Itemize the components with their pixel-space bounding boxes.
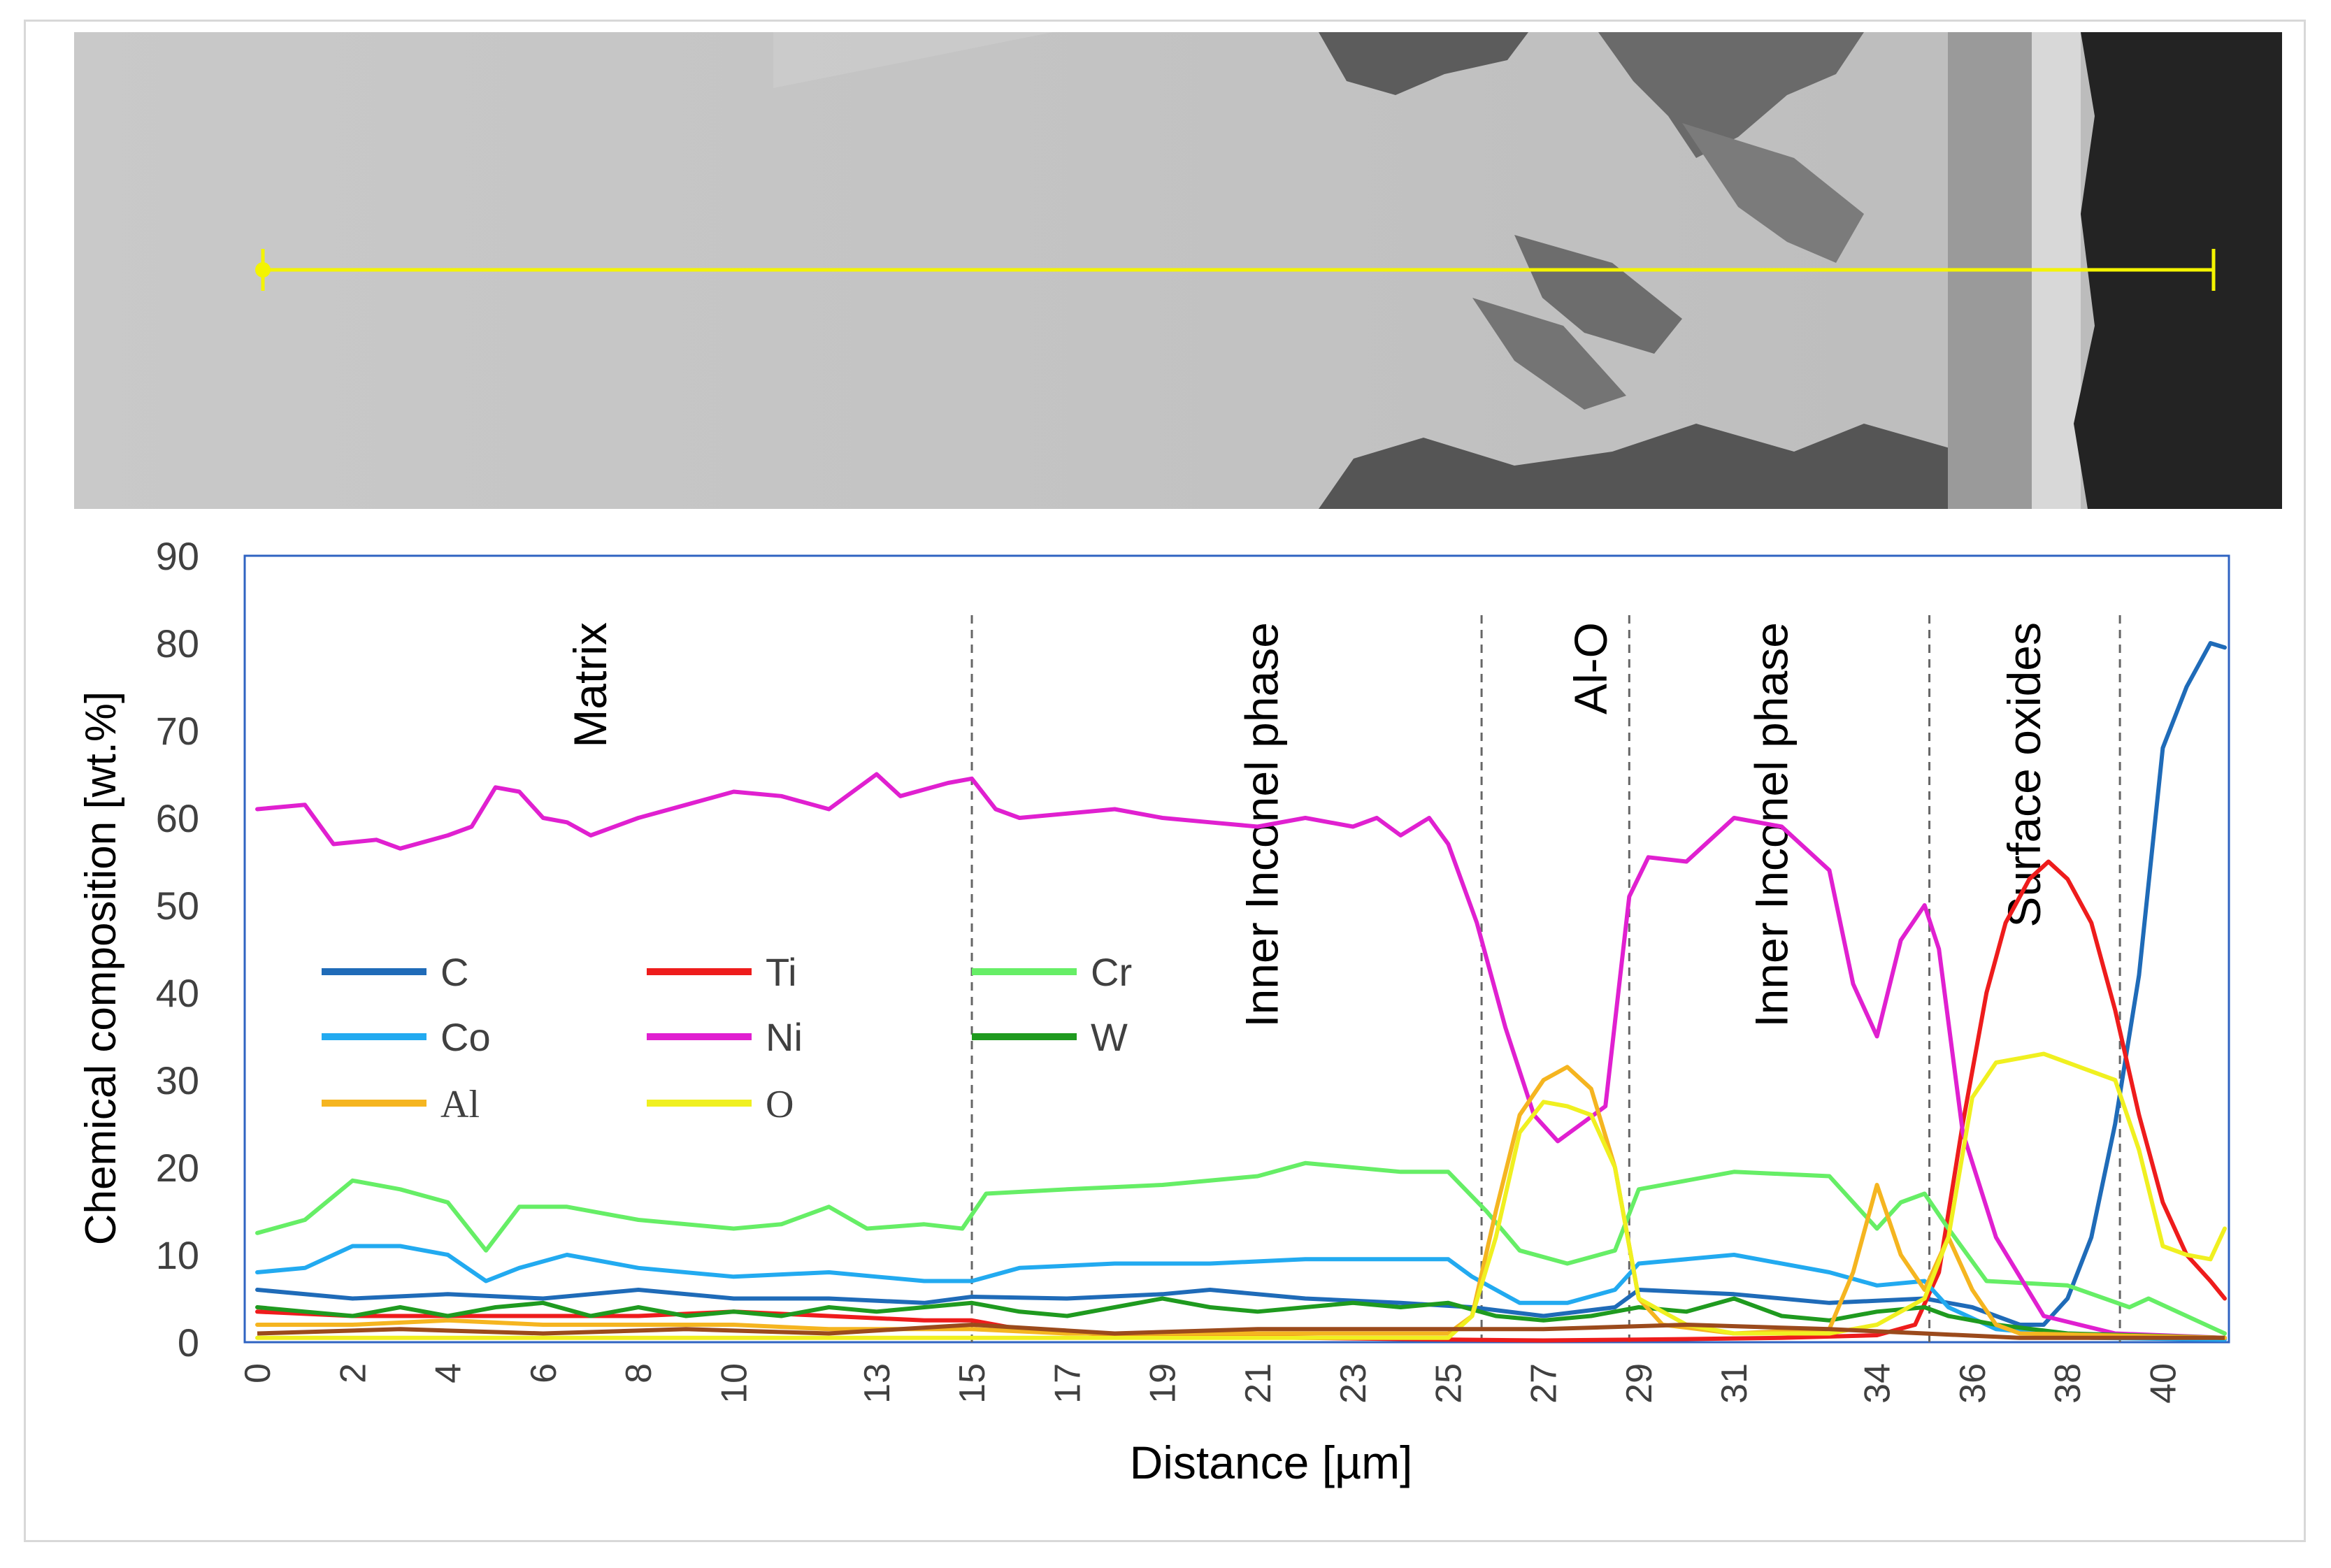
linescan-start-marker [255,262,271,278]
legend-label-cr: Cr [1091,950,1132,994]
legend-label-ti: Ti [766,950,797,994]
y-tick-label: 30 [156,1058,199,1102]
x-tick-label: 6 [524,1363,564,1383]
region-label: Matrix [564,622,616,748]
x-tick-label: 10 [714,1363,754,1404]
series-line-cr [255,1160,2227,1336]
y-tick-label: 60 [156,796,199,840]
y-tick-label: 20 [156,1146,199,1190]
x-tick-label: 27 [1524,1363,1565,1404]
y-tick-label: 70 [156,709,199,753]
x-tick-label: 0 [238,1363,278,1383]
series-line-o [255,1051,2227,1340]
y-tick-label: 50 [156,884,199,928]
dark-finger-2 [1472,298,1626,410]
x-tick-label: 38 [2048,1363,2088,1404]
series-line-ni [255,772,2227,1340]
series-line-minor [257,1322,2225,1340]
y-tick-label: 0 [178,1321,199,1365]
x-tick-label: 34 [1858,1363,1898,1404]
legend-label-c: C [440,950,468,994]
x-tick-label: 31 [1714,1363,1755,1404]
x-tick-label: 21 [1238,1363,1279,1404]
x-tick-label: 8 [619,1363,659,1383]
y-tick-label: 10 [156,1233,199,1277]
x-tick-label: 36 [1953,1363,1993,1404]
x-tick-label: 2 [333,1363,373,1383]
y-tick-label: 90 [156,534,199,578]
series-line-w [255,1296,2227,1340]
plot-area [243,554,2230,1344]
legend-label-co: Co [440,1015,491,1059]
y-tick-label: 40 [156,971,199,1015]
dark-oxide-top-2 [1598,32,1864,158]
sem-micrograph [74,32,2282,509]
x-tick-label: 29 [1619,1363,1660,1404]
legend-label-w: W [1091,1015,1128,1059]
region-label: Al-O [1565,622,1616,714]
x-tick-label: 13 [857,1363,898,1404]
legend-label-ni: Ni [766,1015,803,1059]
x-tick-label: 15 [952,1363,993,1404]
x-tick-label: 19 [1143,1363,1184,1404]
series-line-al [255,1065,2227,1340]
dark-finger-1 [1514,235,1682,354]
x-tick-label: 4 [429,1363,469,1383]
x-axis-label: Distance [µm] [1130,1437,1413,1488]
figure-frame [24,20,2306,1542]
dark-oxide-top-1 [1319,32,1528,95]
x-tick-label: 40 [2143,1363,2183,1404]
series-line-co [255,1244,2227,1342]
x-tick-label: 17 [1047,1363,1088,1404]
y-tick-label: 80 [156,621,199,666]
dark-oxide-mid [1682,123,1864,263]
region-label: Surface oxides [1998,622,2050,928]
legend-label-o: O [766,1083,794,1126]
dark-oxide-bottom [1319,424,2018,509]
series-line-c [255,641,2227,1327]
y-axis-label: Chemical composition [wt.%] [77,691,125,1246]
legend-label-al: Al [440,1083,480,1126]
x-tick-label: 23 [1333,1363,1374,1404]
x-tick-label: 25 [1428,1363,1469,1404]
bright-patch [773,32,1053,88]
